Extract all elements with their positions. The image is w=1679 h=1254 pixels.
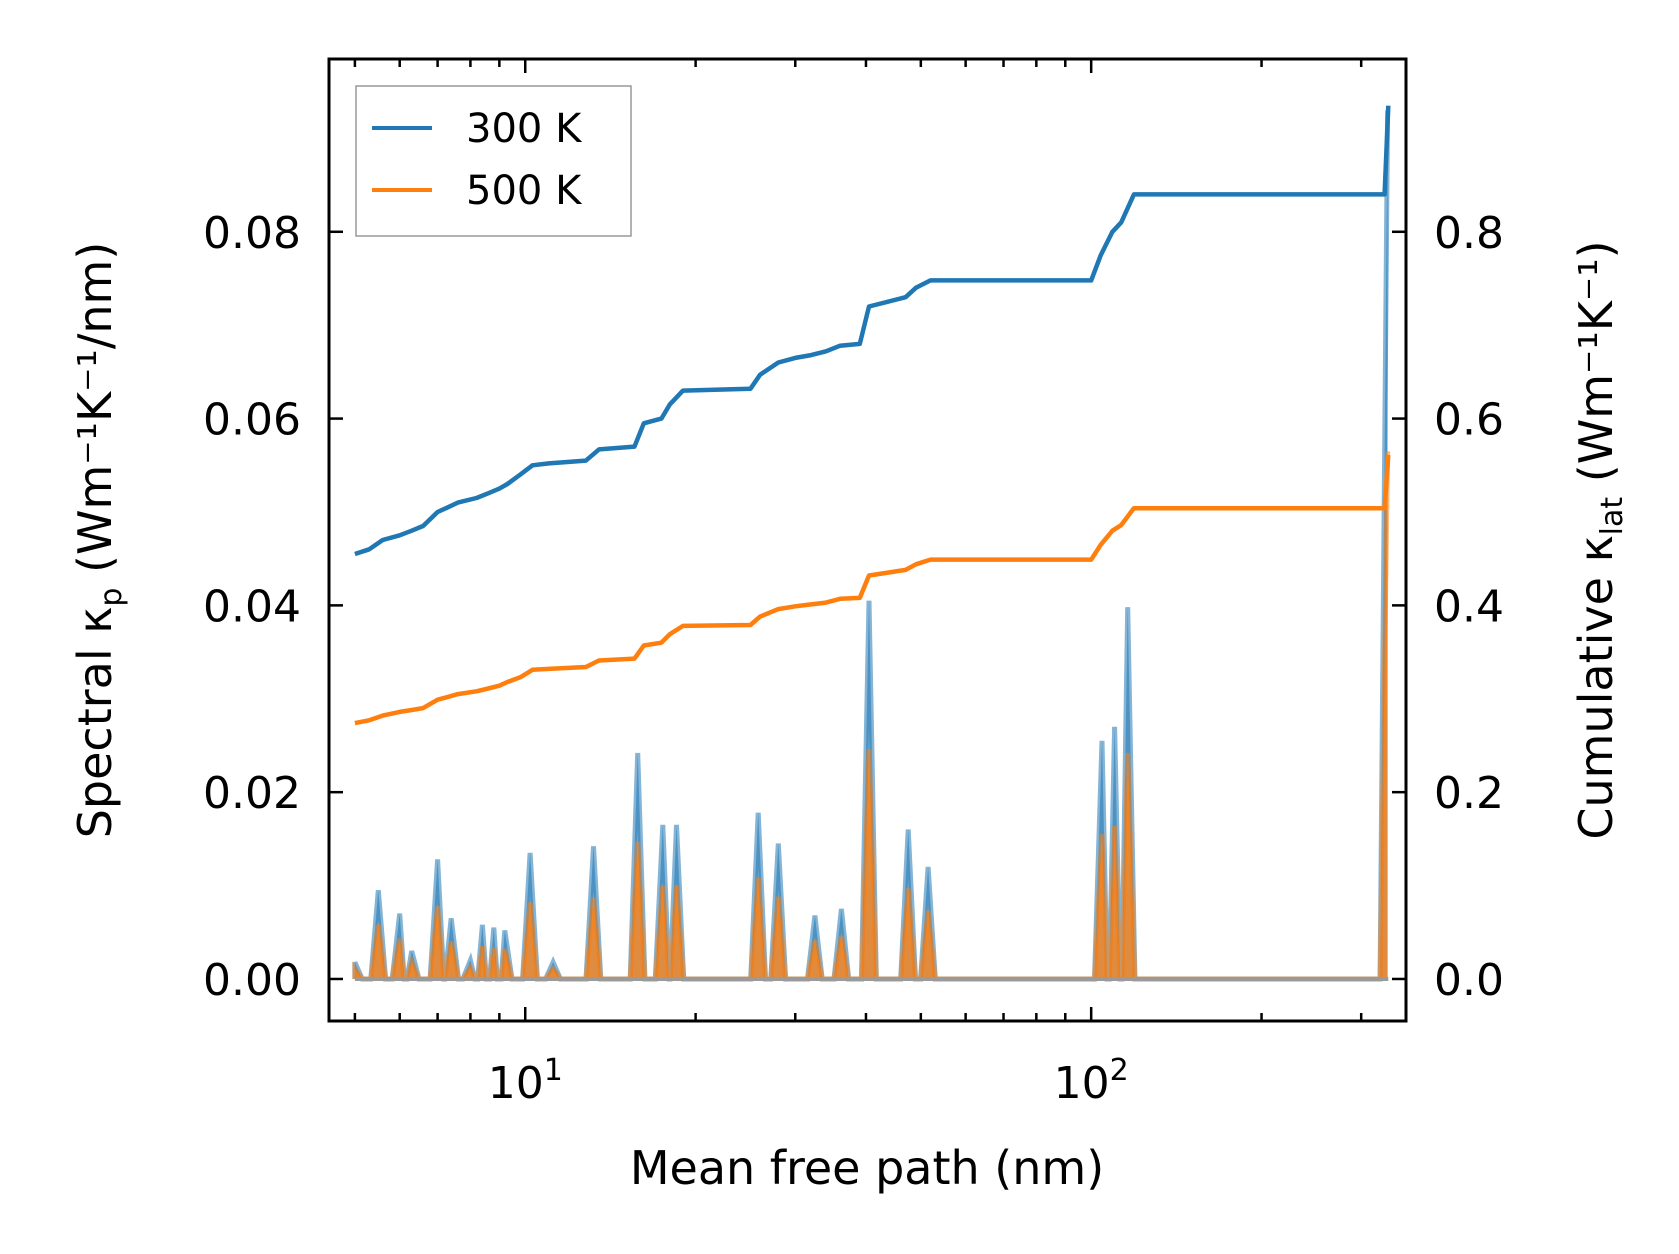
legend-box [355,85,632,237]
x-tick-label: 101 [488,1053,563,1109]
ticks-layer [329,59,1406,1021]
cumulative-layer [354,105,1391,726]
right-tick-label: 0.2 [1434,768,1504,819]
left-tick-label: 0.02 [203,768,301,819]
left-tick-label: 0.04 [203,581,301,632]
right-tick-label: 0.8 [1434,208,1504,259]
left-tick-label: 0.06 [203,395,301,446]
cumulative-line-500k [354,454,1391,726]
left-tick-label: 0.00 [203,955,301,1006]
right-tick-label: 0.6 [1434,395,1504,446]
right-tick-label: 0.4 [1434,581,1504,632]
tick-labels-layer: 101 102 0.00 0.02 0.04 0.06 0.08 0.0 0.2 0.4 0.6 0.… [203,208,1504,1109]
x-tick-label: 102 [1054,1053,1129,1109]
x-axis-label: Mean free path (nm) [630,1141,1104,1195]
right-axis-label: Cumulative κlat (Wm⁻¹K⁻¹) [1569,240,1630,839]
plot-frame [327,57,1408,1023]
left-axis-label: Spectral κp (Wm⁻¹K⁻¹/nm) [68,242,129,839]
right-tick-label: 0.0 [1434,955,1504,1006]
legend-label-500k: 500 K [466,168,583,214]
legend-label-300k: 300 K [466,106,583,152]
spectral-layer [352,110,1391,982]
cumulative-line-300k [354,105,1391,557]
left-tick-label: 0.08 [203,208,301,259]
legend: 300 K 500 K [355,85,632,237]
